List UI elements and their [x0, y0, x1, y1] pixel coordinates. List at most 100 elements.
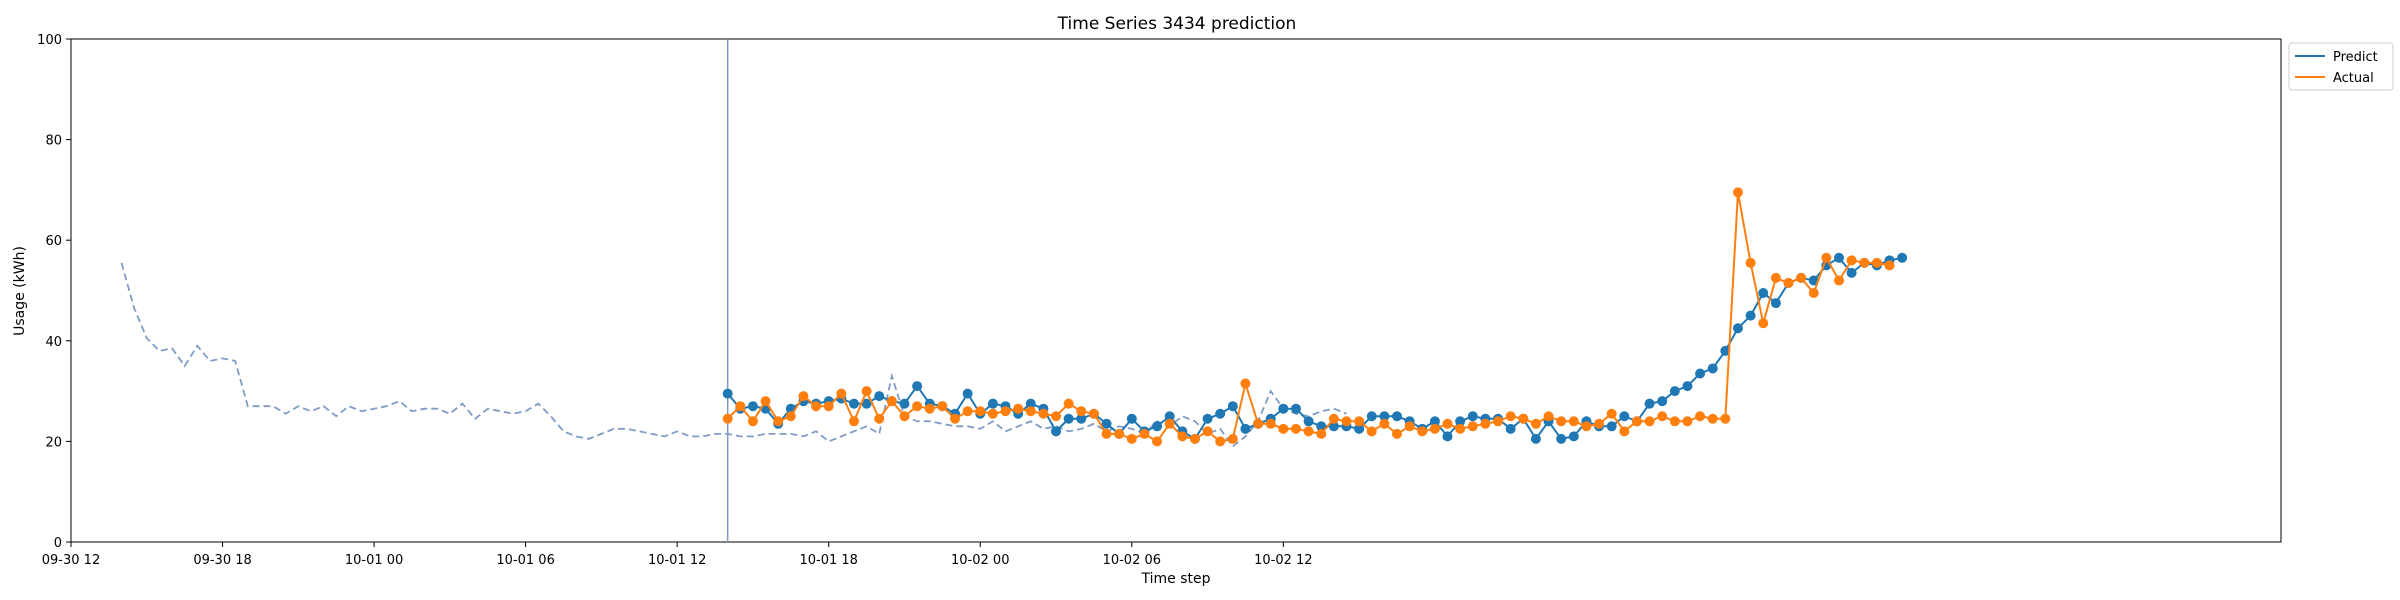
actual-point: [1316, 428, 1327, 439]
predict-point: [1392, 411, 1402, 422]
y-tick-label: 0: [54, 536, 62, 551]
actual-point: [1821, 252, 1832, 263]
actual-point: [1657, 411, 1668, 422]
predict-point: [1051, 426, 1062, 437]
actual-point: [1051, 411, 1062, 422]
actual-point: [1644, 416, 1655, 427]
y-tick-label: 60: [45, 234, 62, 249]
y-tick-label: 20: [45, 435, 62, 450]
actual-point: [785, 411, 796, 422]
predict-point: [1606, 421, 1617, 432]
actual-point: [1581, 421, 1592, 432]
actual-point: [1189, 433, 1200, 444]
actual-point: [735, 401, 746, 412]
actual-point: [886, 396, 897, 407]
predict-point: [962, 388, 973, 399]
predict-point: [1366, 411, 1377, 422]
actual-point: [1025, 406, 1036, 417]
predict-point: [1619, 411, 1630, 422]
predict-point: [1707, 363, 1718, 374]
x-tick-label: 10-01 12: [648, 553, 706, 568]
legend-frame: [2288, 42, 2394, 91]
actual-point: [1543, 411, 1554, 422]
actual-point: [823, 401, 834, 412]
predict-point: [1695, 368, 1706, 379]
actual-point: [1404, 421, 1415, 432]
plot-frame: [70, 38, 2282, 543]
actual-point: [747, 416, 758, 427]
y-axis-label: Usage (kWh): [12, 246, 28, 336]
actual-point: [836, 388, 847, 399]
actual-point: [987, 408, 998, 419]
actual-point: [773, 416, 784, 427]
x-tick-label: 10-02 06: [1103, 553, 1161, 568]
actual-point: [962, 406, 973, 417]
predict-line: [726, 256, 1903, 441]
actual-point: [1467, 421, 1478, 432]
actual-point: [1253, 418, 1264, 429]
actual-point: [1707, 413, 1718, 424]
predict-point: [1215, 408, 1226, 419]
predict-point: [1657, 396, 1668, 407]
actual-point: [1013, 403, 1024, 414]
actual-point: [1088, 408, 1099, 419]
legend-predict-label: Predict: [2333, 50, 2378, 65]
x-tick-label: 09-30 12: [42, 553, 100, 568]
actual-point: [950, 413, 960, 424]
predict-point: [874, 391, 885, 402]
actual-point: [1834, 275, 1844, 286]
predict-point: [1770, 298, 1781, 309]
actual-point: [912, 401, 923, 412]
predict-point: [1316, 421, 1327, 432]
x-tick-label: 10-01 00: [345, 553, 403, 568]
actual-point: [1038, 408, 1049, 419]
actual-point: [811, 401, 822, 412]
predict-point: [1669, 386, 1680, 397]
predict-point: [912, 381, 923, 392]
actual-point: [1379, 418, 1390, 429]
predict-point: [1455, 416, 1466, 427]
actual-point: [861, 386, 872, 397]
predict-point: [1745, 310, 1756, 321]
predict-point: [1202, 413, 1213, 424]
actual-point: [1290, 423, 1301, 434]
predict-point: [1076, 413, 1087, 424]
actual-point: [1429, 423, 1440, 434]
actual-point: [1808, 288, 1819, 299]
actual-point: [1076, 406, 1087, 417]
predict-point: [1025, 398, 1036, 409]
predict-point: [1442, 431, 1453, 442]
predict-point: [1556, 433, 1567, 444]
x-tick-label: 10-02 12: [1254, 553, 1312, 568]
actual-point: [1493, 416, 1504, 427]
actual-point: [1770, 272, 1781, 283]
predict-point: [1644, 398, 1655, 409]
actual-point: [798, 391, 809, 402]
actual-point: [1530, 418, 1541, 429]
actual-point: [1392, 428, 1402, 439]
predict-point: [1379, 411, 1390, 422]
actual-point: [1859, 257, 1870, 268]
x-tick-label: 10-01 18: [799, 553, 857, 568]
actual-point: [937, 401, 948, 412]
actual-point: [760, 396, 771, 407]
actual-point: [1328, 413, 1339, 424]
x-axis-label: Time step: [1141, 571, 1211, 587]
predict-point: [1240, 423, 1251, 434]
predict-point: [987, 398, 998, 409]
predict-point: [1290, 403, 1301, 414]
actual-point: [1518, 413, 1529, 424]
actual-point: [1354, 416, 1365, 427]
x-tick-label: 10-01 06: [496, 553, 554, 568]
actual-point: [1846, 255, 1857, 266]
predict-point: [1101, 418, 1112, 429]
predict-point: [1164, 411, 1175, 422]
actual-point: [1063, 398, 1074, 409]
x-tick-label: 10-02 00: [951, 553, 1009, 568]
series-layer: [120, 39, 1908, 542]
predict-point: [861, 398, 872, 409]
actual-point: [1606, 408, 1617, 419]
plot-area: 0 20 40 60 80 100 09-30 12 09-30 18 10-01 00 10-…: [37, 33, 2282, 568]
actual-point: [1177, 431, 1188, 442]
predict-point: [1682, 381, 1693, 392]
